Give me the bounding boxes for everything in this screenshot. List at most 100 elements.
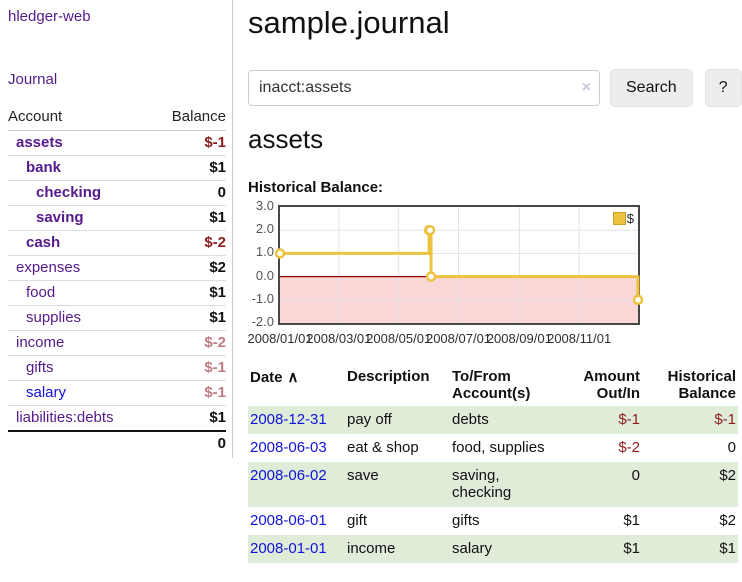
- accounts-cell: gifts: [452, 512, 480, 529]
- x-axis-tick-label: 2008/11/01: [547, 331, 612, 346]
- amount-cell: 0: [631, 467, 640, 484]
- register-row: 2008-12-31 pay off debts $-1 $-1: [248, 406, 738, 434]
- register-table-header: Date ∧ Description To/From Account(s) Amo…: [248, 364, 738, 406]
- account-balance: $1: [152, 305, 226, 331]
- account-cell: saving: [8, 205, 153, 231]
- y-axis-tick-label: -2.0: [251, 314, 274, 329]
- help-button[interactable]: ?: [704, 69, 742, 107]
- account-row: income $-2: [8, 330, 226, 356]
- account-heading: assets: [248, 124, 324, 154]
- clear-search-icon[interactable]: ×: [581, 79, 591, 96]
- description-cell: save: [347, 467, 379, 484]
- legend-swatch-icon: [612, 212, 626, 225]
- account-balance: 0: [152, 180, 226, 206]
- account-cell: bank: [8, 155, 153, 181]
- register-header-accounts: To/From Account(s): [452, 368, 531, 402]
- account-cell: food: [8, 280, 153, 306]
- account-link-assets[interactable]: assets: [16, 134, 63, 151]
- account-link-bank[interactable]: bank: [26, 159, 62, 176]
- search-form: × Search ?: [248, 69, 742, 107]
- search-input-wrap: ×: [248, 70, 600, 106]
- account-row: expenses $2: [8, 255, 226, 281]
- accounts-cell: debts: [452, 411, 489, 428]
- sidebar-item-journal[interactable]: Journal: [8, 71, 58, 88]
- accounts-table: Account Balance assets $-1 bank $1 checking 0…: [8, 104, 226, 456]
- description-cell: pay off: [347, 411, 392, 428]
- account-cell: salary: [8, 380, 153, 406]
- account-cell: gifts: [8, 355, 153, 381]
- register-row: 2008-01-01 income salary $1 $1: [248, 535, 738, 563]
- date-cell: 2008-06-03: [248, 434, 345, 462]
- account-cell: assets: [8, 130, 153, 156]
- chart-legend: $: [612, 211, 634, 226]
- accounts-total-balance: 0: [152, 430, 226, 456]
- amount-cell: $1: [623, 540, 640, 557]
- brand-link[interactable]: hledger-web: [8, 8, 91, 25]
- account-cell: expenses: [8, 255, 153, 281]
- y-axis-tick-label: 3.0: [255, 198, 274, 213]
- description-cell: eat & shop: [347, 439, 419, 456]
- transaction-date-link[interactable]: 2008-06-03: [250, 439, 327, 456]
- search-input[interactable]: [248, 70, 600, 106]
- account-cell: cash: [8, 230, 153, 256]
- x-axis-tick-label: 2008/07/01: [425, 331, 492, 346]
- register-header-amount: Amount Out/In: [583, 368, 640, 402]
- total-label-cell: [8, 430, 153, 456]
- date-cell: 2008-01-01: [248, 535, 345, 563]
- accounts-table-body: assets $-1 bank $1 checking 0 saving $1 cash $-2 e…: [8, 130, 226, 456]
- account-link-cash[interactable]: cash: [26, 234, 61, 251]
- account-row: cash $-2: [8, 230, 226, 256]
- y-axis-tick-label: 1.0: [255, 244, 274, 260]
- accounts-header-account: Account: [8, 104, 153, 131]
- account-balance: $2: [152, 255, 226, 281]
- account-link-liabilities-debts[interactable]: liabilities:debts: [16, 409, 114, 426]
- transaction-date-link[interactable]: 2008-06-02: [250, 467, 327, 484]
- transaction-date-link[interactable]: 2008-06-01: [250, 512, 327, 529]
- account-row: assets $-1: [8, 130, 226, 156]
- date-cell: 2008-06-02: [248, 462, 345, 507]
- main-content: sample.journal × Search ? assets Histori…: [247, 0, 742, 582]
- account-link-food[interactable]: food: [26, 284, 56, 301]
- account-row: food $1: [8, 280, 226, 306]
- account-link-checking[interactable]: checking: [36, 184, 102, 201]
- account-link-supplies[interactable]: supplies: [26, 309, 82, 326]
- accounts-cell: food, supplies: [452, 439, 545, 456]
- register-row: 2008-06-03 eat & shop food, supplies $-2 0: [248, 434, 738, 462]
- register-header-date: Date ∧: [250, 369, 299, 386]
- account-link-salary[interactable]: salary: [26, 384, 67, 401]
- account-cell: checking: [8, 180, 153, 206]
- date-cell: 2008-12-31: [248, 406, 345, 434]
- balance-cell: $-1: [714, 411, 736, 428]
- x-axis-tick-label: 2008/03/01: [306, 331, 372, 346]
- account-balance: $-1: [152, 355, 226, 381]
- accounts-header-balance: Balance: [152, 104, 226, 131]
- sidebar: hledger-web Journal Account Balance asse…: [0, 0, 233, 458]
- accounts-total-row: 0: [8, 430, 226, 456]
- account-balance: $1: [152, 205, 226, 231]
- account-row: liabilities:debts $1: [8, 406, 226, 432]
- date-cell: 2008-06-01: [248, 507, 345, 535]
- account-link-expenses[interactable]: expenses: [16, 259, 81, 276]
- transaction-date-link[interactable]: 2008-01-01: [250, 540, 327, 557]
- page-title: sample.journal: [248, 5, 450, 40]
- x-axis-tick-label: 2008/05/01: [366, 331, 432, 346]
- amount-cell: $1: [623, 512, 640, 529]
- accounts-table-header: Account Balance: [8, 104, 226, 131]
- amount-cell: $-1: [618, 411, 640, 428]
- balance-cell: 0: [727, 439, 736, 456]
- transaction-date-link[interactable]: 2008-12-31: [250, 411, 327, 428]
- chart-plot-area: $: [274, 205, 644, 325]
- account-link-gifts[interactable]: gifts: [26, 359, 54, 376]
- legend-label: $: [626, 211, 634, 226]
- description-cell: gift: [347, 512, 368, 529]
- account-balance: $-1: [152, 130, 226, 156]
- account-link-saving[interactable]: saving: [36, 209, 84, 226]
- account-cell: supplies: [8, 305, 153, 331]
- account-balance: $-1: [152, 380, 226, 406]
- account-balance: $1: [152, 155, 226, 181]
- historical-balance-chart: $ 3.0 2.0 1.0 0.0 -1.0 -2.0 2008/01/01 2008/03/…: [247, 198, 644, 346]
- account-row: salary $-1: [8, 380, 226, 406]
- account-link-income[interactable]: income: [16, 334, 65, 351]
- search-button[interactable]: Search: [610, 69, 693, 107]
